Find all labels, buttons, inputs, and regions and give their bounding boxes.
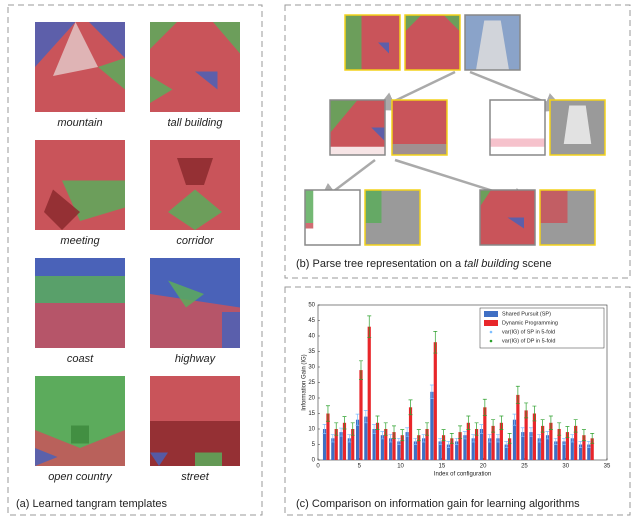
parse-tree: (b) Parse tree representation on a tall …: [296, 15, 605, 270]
legend-label: var(IG) of DP in 5-fold: [502, 338, 555, 344]
y-tick-label: 25: [308, 380, 315, 386]
tile-region: [35, 276, 125, 303]
tile-region: [392, 144, 447, 155]
legend-swatch: [484, 320, 498, 326]
bar: [356, 420, 359, 460]
x-tick-label: 5: [358, 464, 362, 470]
tile-region: [305, 223, 313, 229]
panel-a-content: mountain tall building meeting corridor coas…: [16, 22, 240, 510]
template-label: corridor: [176, 235, 215, 247]
legend-marker: [490, 340, 493, 343]
chart-title: (c) Comparison on information gain for l…: [296, 498, 580, 510]
template-label: meeting: [60, 235, 100, 247]
tile-region: [71, 426, 89, 444]
y-tick-label: 45: [308, 318, 315, 324]
y-tick-label: 15: [308, 411, 315, 417]
y-tick-label: 30: [308, 365, 315, 371]
y-axis-label: Information Gain (IG): [302, 354, 308, 410]
bar: [513, 420, 516, 460]
y-tick-label: 5: [312, 442, 316, 448]
legend-marker: [490, 331, 493, 334]
panel-b-caption: (b) Parse tree representation on a tall …: [296, 258, 552, 270]
y-tick-label: 20: [308, 396, 315, 402]
template-label: highway: [175, 353, 217, 365]
y-tick-label: 10: [308, 427, 315, 433]
template-label: mountain: [57, 117, 102, 129]
x-axis-label: Index of configuration: [434, 472, 491, 478]
x-tick-label: 15: [439, 464, 446, 470]
tile-region: [222, 312, 240, 348]
legend-label: Dynamic Programming: [502, 320, 558, 326]
y-tick-label: 50: [308, 303, 315, 309]
x-tick-label: 20: [480, 464, 487, 470]
bar: [359, 370, 362, 460]
tile-region: [345, 15, 362, 70]
x-tick-label: 35: [604, 464, 611, 470]
template-label: coast: [67, 353, 94, 365]
legend-label: Shared Pursuit (SP): [502, 311, 551, 317]
bar: [409, 407, 412, 460]
tile-region: [490, 139, 545, 147]
tile-region: [35, 303, 125, 348]
panel-a-caption: (a) Learned tangram templates: [16, 498, 168, 510]
template-label: open country: [48, 471, 113, 483]
legend-label: var(IG) of SP in 5-fold: [502, 329, 555, 335]
template-label: tall building: [167, 117, 223, 129]
y-tick-label: 40: [308, 334, 315, 340]
y-tick-label: 35: [308, 349, 315, 355]
bar: [434, 342, 437, 460]
x-tick-label: 25: [521, 464, 528, 470]
legend-swatch: [484, 311, 498, 317]
tile-region: [540, 190, 568, 223]
x-tick-label: 30: [562, 464, 569, 470]
bar: [368, 327, 371, 460]
x-tick-label: 0: [316, 464, 320, 470]
bar: [430, 392, 433, 460]
figure: mountain tall building meeting corridor coas…: [0, 0, 637, 522]
chart: 0 5 10 15 20 25 30 35 40 45 50 0 5 10 15 20 25 30 35 Index …: [296, 303, 611, 510]
tile-region: [365, 190, 382, 223]
tile-region: [305, 190, 313, 223]
template-label: street: [181, 471, 209, 483]
tile-region: [330, 147, 385, 155]
tile-region: [195, 453, 222, 467]
x-tick-label: 10: [397, 464, 404, 470]
bar: [516, 395, 519, 460]
y-tick-label: 0: [312, 458, 316, 464]
